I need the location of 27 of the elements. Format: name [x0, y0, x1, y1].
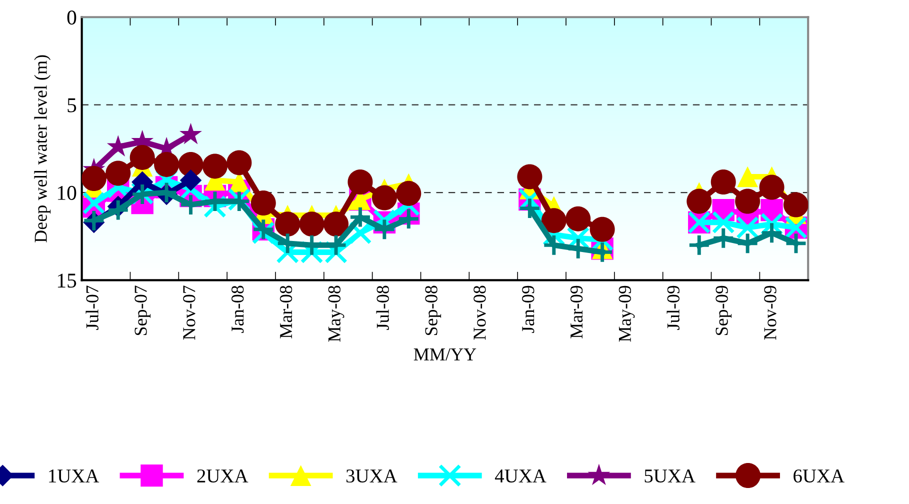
legend-label: 4UXA [494, 470, 546, 483]
x-tick-label: Nov-08 [474, 286, 486, 340]
x-tick-label: Nov-09 [764, 286, 776, 340]
x-tick-label: Nov-07 [183, 286, 196, 340]
y-tick-label: 10 [58, 186, 76, 200]
x-tick-label: Sep-08 [425, 286, 442, 336]
x-tick-label: Mar-09 [570, 286, 583, 338]
legend-label: 5UXA [644, 470, 696, 483]
x-tick-label: May-09 [618, 286, 635, 342]
x-tick-label: Jul-09 [666, 286, 680, 330]
x-tick-label: Sep-09 [716, 286, 732, 336]
y-tick-label: 15 [58, 274, 76, 288]
y-axis-title: Deep well water level (m) [34, 55, 51, 242]
y-tick-label: 0 [67, 10, 76, 25]
y-tick-label: 5 [68, 98, 76, 112]
legend-label: 1UXA [49, 470, 100, 483]
legend-label: 2UXA [197, 469, 248, 483]
x-tick-label: May-08 [328, 286, 344, 342]
x-axis-title: MM/YY [414, 348, 476, 361]
x-tick-label: Sep-07 [134, 286, 151, 336]
x-tick-label: Jul-08 [376, 286, 389, 330]
x-tick-label: Jan-09 [522, 286, 534, 333]
legend-label: 6UXA [794, 469, 844, 483]
x-tick-label: Mar-08 [280, 286, 292, 338]
x-tick-label: Jul-07 [86, 286, 98, 330]
legend-label: 3UXA [346, 469, 398, 483]
x-tick-label: Jan-08 [232, 286, 244, 333]
